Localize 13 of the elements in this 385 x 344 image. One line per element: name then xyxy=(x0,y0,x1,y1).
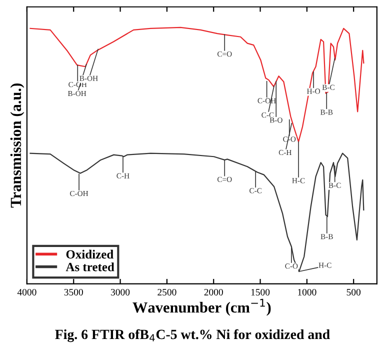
legend-label: Oxidized xyxy=(66,250,114,259)
x-axis-title: Wavenumber (cm$^{−1}$) xyxy=(132,298,271,316)
x-tick-label: 4000 xyxy=(17,288,36,296)
x-tick-label: 3500 xyxy=(64,288,83,296)
x-tick-label: 500 xyxy=(346,288,361,296)
x-tick-label: 2000 xyxy=(204,288,223,296)
y-axis-title: Transmission (a.u.) xyxy=(10,84,24,208)
x-tick-label: 3000 xyxy=(111,288,130,296)
x-tick-label: 2500 xyxy=(158,288,176,296)
x-tick-label: 1000 xyxy=(298,288,316,296)
caption: Fig. 6 FTIR ofB$_{4}$C-5 wt.% Ni for oxidized and xyxy=(55,329,330,342)
legend-label: As treted xyxy=(66,262,114,272)
x-tick-label: 1500 xyxy=(251,288,270,296)
